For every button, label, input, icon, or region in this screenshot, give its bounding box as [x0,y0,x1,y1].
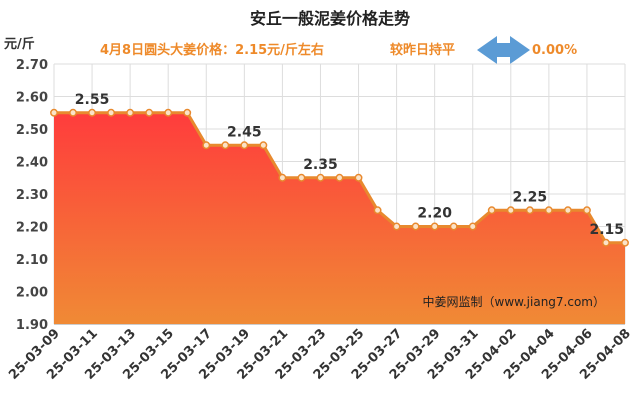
data-point [468,222,477,231]
data-point [373,206,382,215]
data-point [582,206,591,215]
data-point [88,108,97,117]
data-point [563,206,572,215]
data-point [164,108,173,117]
data-point [506,206,515,215]
price-area [54,112,625,324]
data-point [487,206,496,215]
y-tick-label: 2.10 [16,253,48,268]
data-point [430,222,439,231]
data-point [335,173,344,182]
y-tick-label: 2.20 [16,221,48,236]
data-point [449,222,458,231]
data-point [297,173,306,182]
y-tick-label: 2.30 [16,188,48,203]
data-point [411,222,420,231]
data-point [145,108,154,117]
x-axis: 25-03-0925-03-1125-03-1325-03-1525-03-17… [6,326,634,383]
data-point [126,108,135,117]
markers [50,108,629,247]
y-tick-label: 2.60 [16,91,48,106]
data-point [354,173,363,182]
data-point [316,173,325,182]
data-point [259,141,268,150]
data-label: 2.35 [303,157,338,173]
flat-arrow-icon [477,36,530,64]
chart-title: 安丘一般泥姜价格走势 [250,9,410,28]
data-point [392,222,401,231]
chart-subtitle: 4月8日圆头大姜价格：2.15元/斤左右 [100,42,324,58]
data-point [240,141,249,150]
y-tick-label: 2.50 [16,123,48,138]
y-axis: 2.70 2.60 2.50 2.40 2.30 2.20 2.10 2.00 1.90 [16,58,48,333]
data-point [621,238,629,247]
data-point [221,141,230,150]
data-label: 2.55 [75,92,110,108]
change-label: 较昨日持平 [390,42,455,58]
data-point [69,108,77,117]
y-tick-label: 1.90 [16,318,48,333]
y-tick-label: 2.70 [16,58,48,73]
data-label: 2.20 [417,206,452,222]
data-point [183,108,192,117]
y-axis-unit: 元/斤 [4,36,35,52]
y-tick-label: 2.00 [16,286,48,301]
data-label: 2.25 [513,189,548,205]
area-series [54,112,625,324]
data-label: 2.15 [589,222,624,238]
data-point [107,108,116,117]
data-label: 2.45 [227,124,262,140]
change-value: 0.00% [532,43,577,58]
data-point [50,108,58,117]
y-tick-label: 2.40 [16,156,48,171]
watermark: 中姜网监制（www.jiang7.com） [423,294,605,309]
data-labels: 2.55 2.45 2.35 2.20 2.25 2.15 [75,92,624,238]
data-point [278,173,287,182]
data-point [544,206,553,215]
data-point [525,206,534,215]
data-point [202,141,211,150]
data-point [602,238,610,247]
